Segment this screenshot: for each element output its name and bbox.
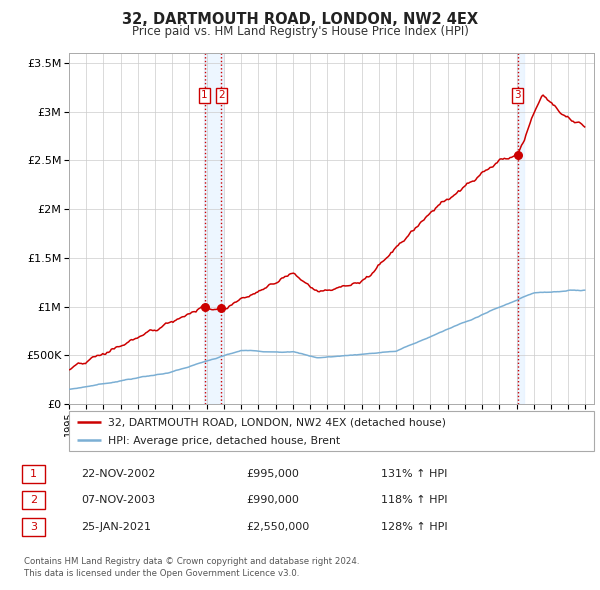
Text: Price paid vs. HM Land Registry's House Price Index (HPI): Price paid vs. HM Land Registry's House … [131, 25, 469, 38]
Text: 1: 1 [201, 90, 208, 100]
Point [217, 303, 226, 312]
Text: 07-NOV-2003: 07-NOV-2003 [81, 496, 155, 505]
Text: 32, DARTMOUTH ROAD, LONDON, NW2 4EX (detached house): 32, DARTMOUTH ROAD, LONDON, NW2 4EX (det… [109, 418, 446, 428]
Text: 128% ↑ HPI: 128% ↑ HPI [381, 522, 448, 532]
Text: £995,000: £995,000 [246, 469, 299, 478]
Text: £990,000: £990,000 [246, 496, 299, 505]
Text: 32, DARTMOUTH ROAD, LONDON, NW2 4EX: 32, DARTMOUTH ROAD, LONDON, NW2 4EX [122, 12, 478, 27]
Text: Contains HM Land Registry data © Crown copyright and database right 2024.: Contains HM Land Registry data © Crown c… [24, 557, 359, 566]
Text: 25-JAN-2021: 25-JAN-2021 [81, 522, 151, 532]
Text: 1: 1 [30, 469, 37, 478]
Text: This data is licensed under the Open Government Licence v3.0.: This data is licensed under the Open Gov… [24, 569, 299, 578]
Text: HPI: Average price, detached house, Brent: HPI: Average price, detached house, Bren… [109, 435, 341, 445]
Text: £2,550,000: £2,550,000 [246, 522, 309, 532]
Text: 3: 3 [514, 90, 521, 100]
Bar [204, 53, 223, 404]
Bar [517, 53, 524, 404]
Point [200, 303, 209, 312]
Point [513, 151, 523, 160]
Text: 2: 2 [218, 90, 224, 100]
Text: 118% ↑ HPI: 118% ↑ HPI [381, 496, 448, 505]
Text: 3: 3 [30, 522, 37, 532]
Text: 22-NOV-2002: 22-NOV-2002 [81, 469, 155, 478]
Text: 131% ↑ HPI: 131% ↑ HPI [381, 469, 448, 478]
Text: 2: 2 [30, 496, 37, 505]
